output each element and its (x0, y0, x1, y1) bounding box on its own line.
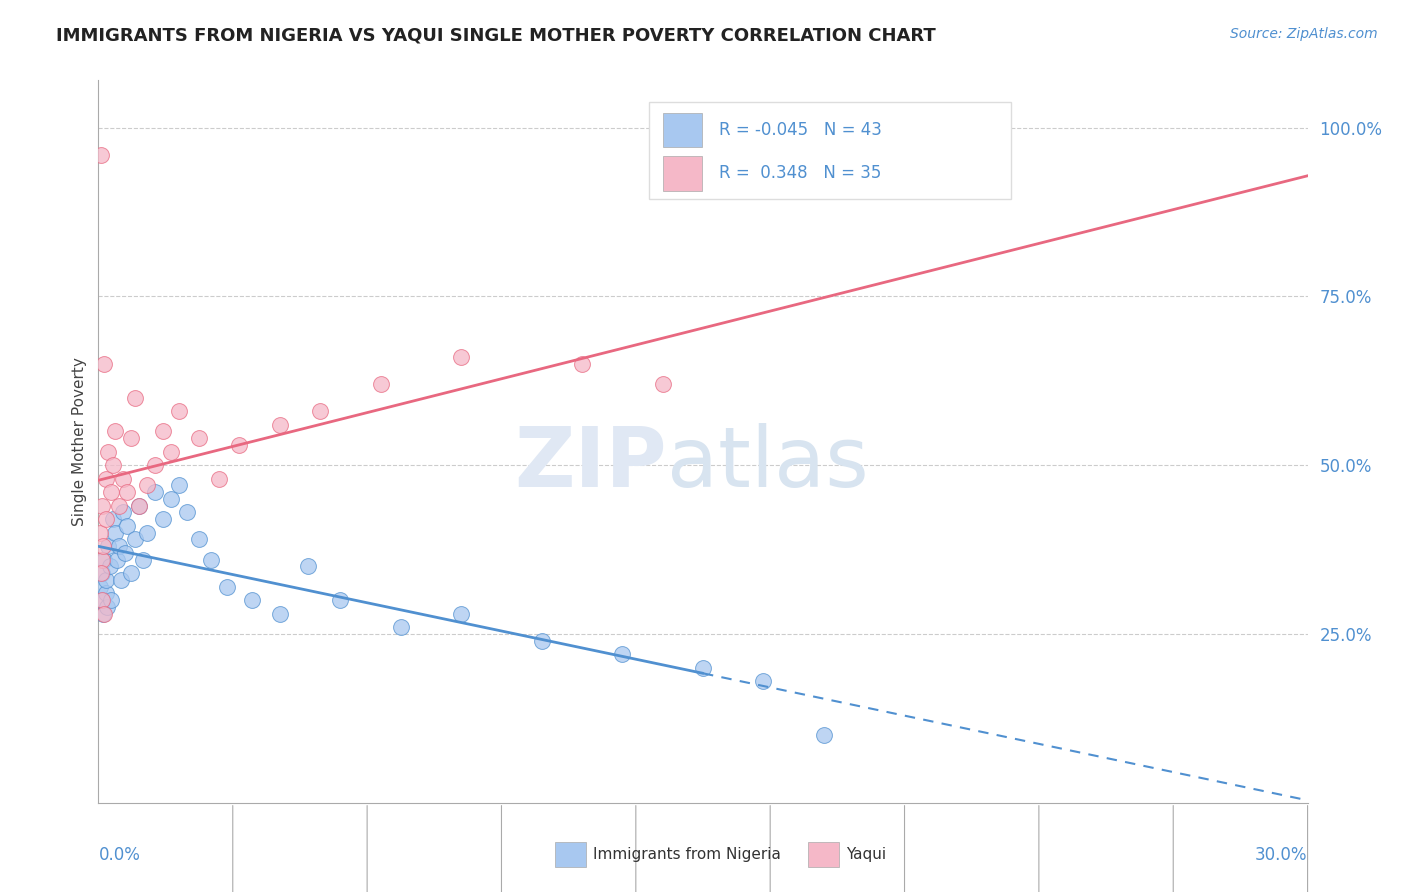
Point (143, 485, 166, 500)
Text: atlas: atlas (666, 423, 869, 504)
Point (269, 607, 291, 621)
Point (90, 147, 112, 161)
Point (120, 431, 142, 445)
Point (752, 674, 775, 689)
Point (389, 620, 412, 634)
Point (329, 593, 352, 607)
Point (93, 607, 115, 621)
Text: Immigrants from Nigeria: Immigrants from Nigeria (593, 847, 782, 862)
Point (124, 391, 146, 405)
Point (135, 525, 157, 540)
Point (208, 472, 231, 486)
Point (176, 505, 198, 519)
Point (96, 472, 118, 486)
Point (100, 485, 122, 500)
Point (91, 539, 114, 553)
Point (91, 499, 114, 513)
Point (143, 458, 166, 472)
Point (571, 357, 593, 371)
Point (114, 546, 136, 560)
Point (228, 438, 250, 452)
Point (89, 525, 111, 540)
FancyBboxPatch shape (648, 102, 1011, 200)
Point (101, 512, 124, 526)
Point (152, 512, 174, 526)
Point (90, 566, 112, 581)
Point (813, 728, 835, 742)
Point (90, 552, 112, 566)
Point (160, 491, 183, 506)
Point (91, 593, 114, 607)
Point (124, 533, 146, 547)
Point (297, 559, 319, 574)
Point (98, 559, 121, 574)
Point (450, 607, 472, 621)
Text: IMMIGRANTS FROM NIGERIA VS YAQUI SINGLE MOTHER POVERTY CORRELATION CHART: IMMIGRANTS FROM NIGERIA VS YAQUI SINGLE … (56, 27, 936, 45)
Point (152, 425, 174, 439)
Point (90, 593, 112, 607)
Point (128, 499, 150, 513)
Point (188, 533, 211, 547)
Text: ZIP: ZIP (515, 423, 666, 504)
Point (167, 478, 190, 492)
Point (269, 417, 291, 432)
Point (450, 350, 472, 364)
Y-axis label: Single Mother Poverty: Single Mother Poverty (72, 357, 87, 526)
Point (128, 499, 150, 513)
Point (115, 519, 138, 533)
Point (91, 566, 114, 581)
Point (105, 552, 128, 566)
Point (93, 552, 115, 566)
Point (612, 647, 634, 661)
Point (217, 580, 239, 594)
Point (188, 431, 211, 445)
Point (651, 377, 673, 392)
Point (103, 525, 125, 540)
Point (100, 593, 122, 607)
Point (107, 539, 129, 553)
Text: Yaqui: Yaqui (846, 847, 887, 862)
Point (94, 586, 117, 600)
Point (89, 580, 111, 594)
Point (96, 599, 118, 614)
Point (135, 478, 157, 492)
Point (309, 404, 332, 418)
Point (111, 472, 134, 486)
Text: 0.0%: 0.0% (98, 847, 141, 864)
Point (115, 485, 138, 500)
Text: 30.0%: 30.0% (1256, 847, 1308, 864)
Point (91, 607, 114, 621)
Point (107, 499, 129, 513)
Text: R = -0.045   N = 43: R = -0.045 N = 43 (718, 121, 882, 139)
Point (530, 633, 553, 648)
Text: Source: ZipAtlas.com: Source: ZipAtlas.com (1230, 27, 1378, 41)
Point (111, 505, 134, 519)
Point (132, 552, 155, 566)
Point (97, 444, 120, 458)
Point (200, 552, 222, 566)
Point (370, 377, 392, 392)
Point (94, 512, 117, 526)
Point (120, 566, 142, 581)
Point (103, 425, 125, 439)
Point (97, 539, 120, 553)
Point (160, 444, 183, 458)
Point (167, 404, 190, 418)
FancyBboxPatch shape (664, 112, 702, 147)
Point (96, 573, 118, 587)
Point (692, 661, 714, 675)
Text: R =  0.348   N = 35: R = 0.348 N = 35 (718, 164, 882, 183)
FancyBboxPatch shape (664, 156, 702, 191)
Point (110, 573, 132, 587)
Point (240, 593, 263, 607)
Point (93, 357, 115, 371)
Point (101, 458, 124, 472)
